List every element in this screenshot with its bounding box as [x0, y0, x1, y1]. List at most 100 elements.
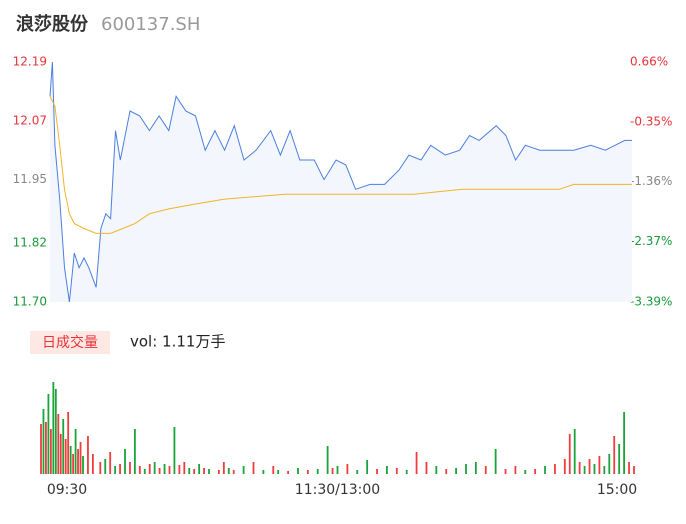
volume-bar [42, 409, 45, 474]
volume-bar [628, 462, 630, 474]
volume-bar [306, 470, 309, 474]
y2-tick-label: -2.37% [630, 234, 672, 248]
volume-bar [109, 452, 112, 474]
volume-bar [598, 456, 601, 474]
volume-bar [326, 446, 329, 474]
volume-bar [72, 454, 75, 474]
volume-bar [163, 464, 166, 474]
volume-bar [218, 470, 220, 474]
volume-bar [425, 462, 428, 474]
line [49, 96, 632, 234]
volume-bar [168, 466, 171, 474]
volume-bar [484, 466, 487, 474]
volume-bar [395, 468, 398, 474]
volume-bar [193, 469, 196, 474]
volume-bar [583, 466, 586, 474]
volume-bar [158, 468, 161, 474]
volume-bar [356, 470, 359, 474]
volume-bar [99, 462, 102, 474]
stock-name: 浪莎股份 [16, 13, 89, 35]
volume-bar [124, 449, 126, 474]
volume-bar [331, 468, 334, 474]
volume-bar [148, 464, 151, 474]
stock-code: 600137.SH [101, 14, 200, 35]
volume-bar [77, 449, 79, 474]
volume-bar [129, 462, 131, 474]
volume-bar [57, 414, 60, 474]
volume-bar [633, 466, 635, 474]
y2-tick-label: -3.39% [630, 295, 672, 309]
volume-bar [287, 471, 289, 474]
volume-bar [618, 444, 621, 474]
y-tick-label: 11.95 [13, 172, 47, 186]
volume-bar [336, 466, 339, 474]
volume-bar [232, 470, 235, 474]
volume-bar [178, 465, 181, 474]
volume-bar [613, 436, 616, 474]
volume-bar [346, 464, 349, 474]
volume-bar [82, 456, 84, 474]
volume-bar [64, 439, 67, 474]
y2-tick-label: 0.66% [630, 55, 668, 69]
volume-bar [133, 429, 136, 474]
volume-bar [514, 466, 517, 474]
volume-bar [544, 466, 546, 474]
volume-total: vol: 1.11万手 [130, 333, 225, 351]
volume-bar [534, 469, 537, 474]
volume-bar [183, 462, 186, 474]
volume-bar [316, 469, 319, 474]
volume-bar [87, 436, 89, 474]
volume-bar [608, 454, 611, 474]
volume-bar [474, 462, 477, 474]
volume-bar [208, 469, 210, 474]
y2-tick-label: -0.35% [630, 114, 672, 128]
volume-bar [188, 468, 191, 474]
volume-bar [252, 462, 255, 474]
volume-bar [504, 469, 507, 474]
x-tick-label: 15:00 [597, 482, 637, 498]
volume-bar [588, 459, 591, 474]
legend-box [30, 331, 110, 354]
volume-bar [563, 459, 566, 474]
volume-bar [62, 419, 65, 474]
volume-bar [272, 466, 275, 474]
volume-bar [67, 412, 70, 474]
volume-bar [45, 422, 47, 474]
volume-bar [262, 470, 265, 474]
y2-tick-label: -1.36% [630, 174, 672, 188]
volume-bar [40, 424, 42, 474]
volume-bar [593, 464, 596, 474]
volume-bar [114, 466, 117, 474]
volume-bar [222, 462, 225, 474]
y-tick-label: 11.70 [13, 295, 47, 309]
volume-bar [242, 466, 245, 474]
volume-bar [143, 469, 146, 474]
volume-bar [52, 382, 55, 474]
y-tick-label: 11.82 [13, 236, 47, 250]
volume-bar [104, 459, 107, 474]
volume-bar [79, 442, 82, 474]
volume-bar [524, 470, 527, 474]
volume-bar [415, 452, 418, 474]
volume-bar [119, 464, 121, 474]
volume-bar [494, 449, 497, 474]
price-area [50, 62, 632, 302]
volume-bar [435, 466, 438, 474]
volume-bar [74, 429, 77, 474]
volume-bar [69, 446, 72, 474]
y-tick-label: 12.07 [13, 113, 47, 127]
volume-bar [366, 460, 369, 474]
volume-bar [173, 427, 176, 474]
volume-bar [554, 464, 556, 474]
volume-bar [227, 468, 230, 474]
volume-bar [465, 464, 467, 474]
volume-bar [376, 469, 378, 474]
x-tick-label: 11:30/13:00 [295, 482, 380, 498]
volume-bar [405, 470, 408, 474]
volume-bar [47, 394, 50, 474]
volume-bar [91, 454, 94, 474]
volume-bar [49, 429, 52, 474]
y-tick-label: 12.19 [13, 55, 47, 69]
volume-bar [59, 434, 62, 474]
